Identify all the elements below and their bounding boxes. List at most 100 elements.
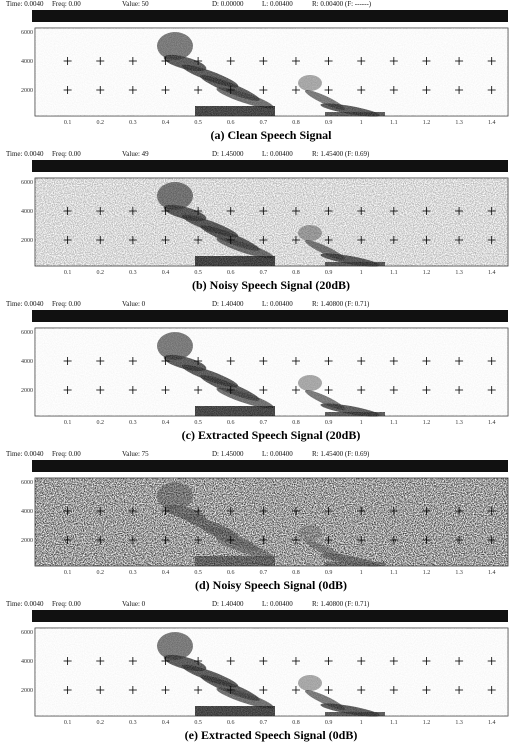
header-field: Time: 0.0040	[6, 450, 44, 458]
y-tick-label: 6000	[21, 30, 33, 36]
x-tick-label: 0.6	[227, 270, 235, 276]
x-tick-label: 1.3	[455, 420, 463, 426]
y-tick-label: 6000	[21, 630, 33, 636]
caption: (e) Extracted Speech Signal (0dB)	[185, 728, 358, 742]
waveform-bar	[32, 310, 508, 322]
header-field: Value: 75	[122, 450, 149, 458]
header-field: D: 1.40400	[212, 300, 244, 308]
x-tick-label: 0.8	[292, 420, 300, 426]
x-tick-label: 0.8	[292, 720, 300, 726]
x-tick-label: 0.9	[325, 120, 333, 126]
x-tick-label: 0.1	[64, 570, 72, 576]
x-tick-label: 0.6	[227, 120, 235, 126]
waveform-bar	[32, 610, 508, 622]
x-tick-label: 1.4	[488, 120, 496, 126]
x-tick-label: 1	[360, 120, 363, 126]
x-tick-label: 1.4	[488, 720, 496, 726]
x-tick-label: 1.1	[390, 120, 398, 126]
x-tick-label: 0.7	[260, 270, 268, 276]
x-tick-label: 0.7	[260, 570, 268, 576]
spectrogram-grain	[35, 28, 508, 116]
x-tick-label: 1.4	[488, 420, 496, 426]
x-tick-label: 0.9	[325, 720, 333, 726]
x-tick-label: 0.2	[96, 570, 104, 576]
y-tick-label: 2000	[21, 538, 33, 544]
x-tick-label: 0.3	[129, 120, 137, 126]
x-tick-label: 1.2	[423, 270, 431, 276]
header-field: Time: 0.0040	[6, 600, 44, 608]
x-tick-label: 0.3	[129, 720, 137, 726]
x-tick-label: 1.2	[423, 570, 431, 576]
y-tick-label: 4000	[21, 209, 33, 215]
x-tick-label: 1	[360, 420, 363, 426]
x-tick-label: 0.6	[227, 420, 235, 426]
x-tick-label: 0.8	[292, 270, 300, 276]
x-tick-label: 0.1	[64, 420, 72, 426]
header-field: D: 1.45000	[212, 450, 244, 458]
header-field: D: 1.45000	[212, 150, 244, 158]
header-field: Value: 50	[122, 0, 149, 8]
x-tick-label: 0.3	[129, 570, 137, 576]
header-field: Time: 0.0040	[6, 300, 44, 308]
x-tick-label: 0.2	[96, 120, 104, 126]
caption: (c) Extracted Speech Signal (20dB)	[182, 428, 361, 442]
x-tick-label: 0.8	[292, 570, 300, 576]
header-field: R: 1.40800 (F: 0.71)	[312, 300, 370, 308]
y-tick-label: 4000	[21, 59, 33, 65]
header-field: R: 1.45400 (F: 0.69)	[312, 450, 370, 458]
x-tick-label: 1.3	[455, 120, 463, 126]
x-tick-label: 1.3	[455, 570, 463, 576]
header-field: Freq: 0.00	[52, 450, 81, 458]
header-field: L: 0.00400	[262, 450, 293, 458]
x-tick-label: 1	[360, 270, 363, 276]
panel: Time: 0.0040 Freq: 0.00 Value: 0 D: 1.40400…	[6, 300, 508, 442]
header-field: Freq: 0.00	[52, 600, 81, 608]
x-tick-label: 0.1	[64, 720, 72, 726]
spectrogram-grain	[35, 328, 508, 416]
header-field: Time: 0.0040	[6, 150, 44, 158]
header-field: L: 0.00400	[262, 600, 293, 608]
x-tick-label: 0.1	[64, 270, 72, 276]
x-tick-label: 0.6	[227, 570, 235, 576]
spectrogram-grain	[35, 478, 508, 566]
x-tick-label: 0.5	[194, 420, 202, 426]
header-field: R: 1.45400 (F: 0.69)	[312, 150, 370, 158]
x-tick-label: 0.5	[194, 270, 202, 276]
x-tick-label: 0.4	[162, 120, 170, 126]
header-field: L: 0.00400	[262, 0, 293, 8]
caption: (d) Noisy Speech Signal (0dB)	[195, 578, 347, 592]
x-tick-label: 0.9	[325, 570, 333, 576]
x-tick-label: 0.3	[129, 270, 137, 276]
x-tick-label: 0.5	[194, 120, 202, 126]
x-tick-label: 0.1	[64, 120, 72, 126]
x-tick-label: 0.4	[162, 270, 170, 276]
header-field: Value: 0	[122, 300, 146, 308]
header-field: L: 0.00400	[262, 300, 293, 308]
waveform-bar	[32, 10, 508, 22]
y-tick-label: 6000	[21, 480, 33, 486]
header-field: Freq: 0.00	[52, 300, 81, 308]
x-tick-label: 1.1	[390, 570, 398, 576]
y-tick-label: 2000	[21, 238, 33, 244]
spectrogram-grain	[35, 628, 508, 716]
y-tick-label: 2000	[21, 388, 33, 394]
y-tick-label: 4000	[21, 509, 33, 515]
x-tick-label: 0.6	[227, 720, 235, 726]
y-tick-label: 4000	[21, 659, 33, 665]
y-tick-label: 6000	[21, 330, 33, 336]
x-tick-label: 1.2	[423, 120, 431, 126]
x-tick-label: 0.2	[96, 720, 104, 726]
x-tick-label: 1.1	[390, 270, 398, 276]
x-tick-label: 0.4	[162, 720, 170, 726]
y-tick-label: 4000	[21, 359, 33, 365]
spectrogram-grain	[35, 178, 508, 266]
y-tick-label: 6000	[21, 180, 33, 186]
x-tick-label: 1.1	[390, 720, 398, 726]
x-tick-label: 0.9	[325, 270, 333, 276]
header-field: L: 0.00400	[262, 150, 293, 158]
x-tick-label: 1.4	[488, 570, 496, 576]
x-tick-label: 1	[360, 570, 363, 576]
panel: Time: 0.0040 Freq: 0.00 Value: 75 D: 1.4500…	[6, 450, 508, 592]
x-tick-label: 0.5	[194, 570, 202, 576]
